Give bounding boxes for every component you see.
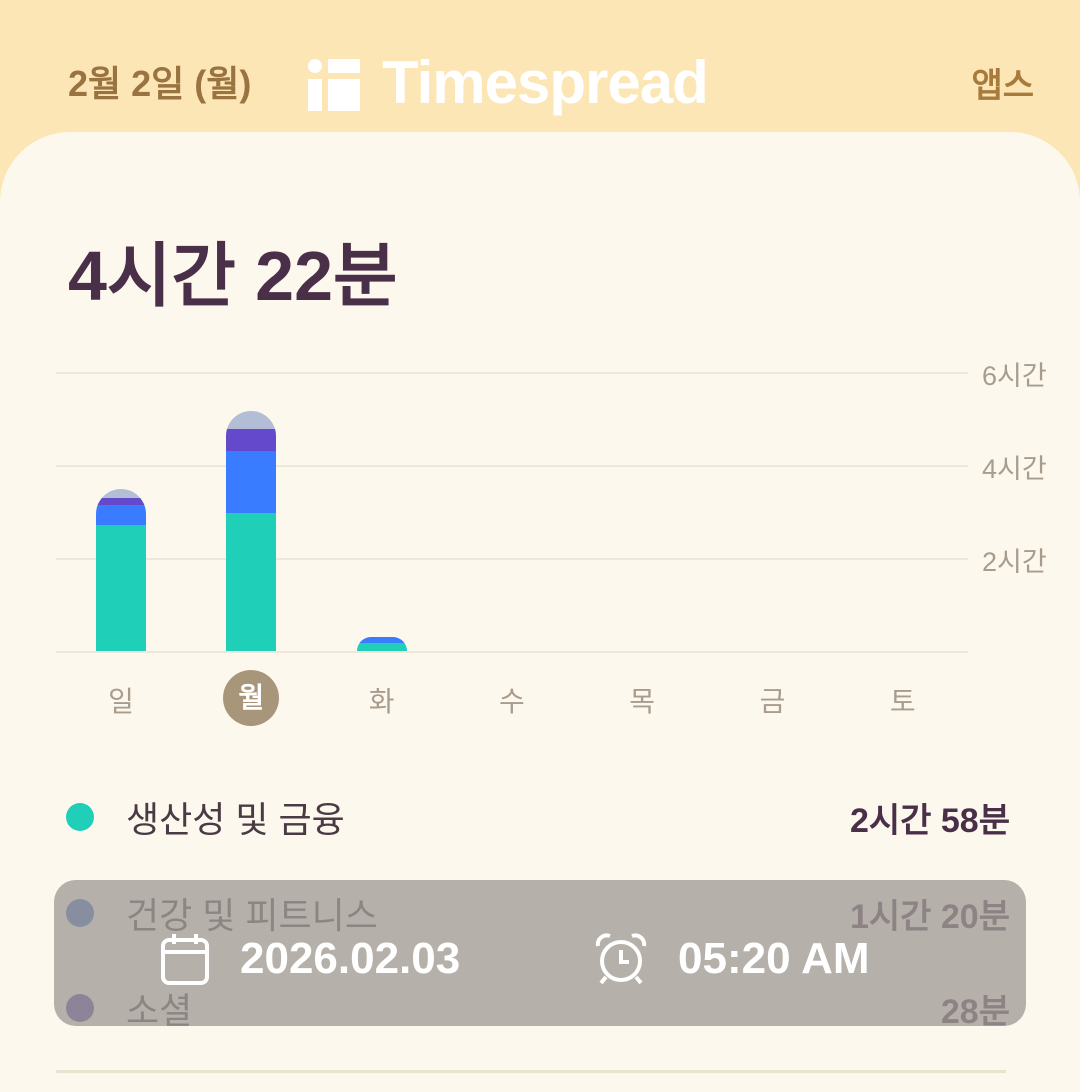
app-logo: Timespread bbox=[308, 48, 709, 117]
bar-0[interactable] bbox=[96, 489, 146, 651]
bar-segment-0 bbox=[96, 524, 146, 651]
gridline bbox=[56, 558, 968, 560]
timestamp-overlay bbox=[54, 880, 1026, 1026]
baseline bbox=[56, 651, 968, 653]
overlay-date: 2026.02.03 bbox=[160, 932, 460, 986]
day-label[interactable]: 토 bbox=[889, 686, 916, 717]
y-tick-label: 2시간 bbox=[982, 547, 1047, 577]
bar-segment-0 bbox=[226, 512, 277, 651]
bar-2[interactable] bbox=[356, 637, 407, 651]
day-label[interactable]: 일 bbox=[108, 686, 134, 717]
day-label[interactable]: 월 bbox=[223, 670, 280, 726]
overlay-date-text: 2026.02.03 bbox=[240, 934, 461, 983]
day-label[interactable]: 수 bbox=[499, 686, 525, 717]
bar-segment-0 bbox=[356, 642, 407, 651]
alarm-clock-icon bbox=[595, 933, 647, 985]
overlay-time: 05:20 AM bbox=[594, 932, 870, 986]
category-time: 2시간 58분 bbox=[849, 801, 1010, 840]
bar-segment-2 bbox=[96, 497, 146, 506]
bar-1[interactable] bbox=[226, 410, 277, 651]
logo-icon bbox=[308, 55, 360, 111]
gridline bbox=[56, 465, 968, 467]
gridline bbox=[56, 372, 968, 374]
day-label[interactable]: 금 bbox=[759, 686, 786, 717]
legend-item[interactable]: 생산성 및 금융 2시간 58분 bbox=[66, 797, 1010, 840]
bar-segment-1 bbox=[96, 504, 146, 526]
header: 2월 2일 (월) Timespread 앱스 bbox=[0, 0, 1080, 150]
category-color-dot bbox=[66, 803, 94, 831]
bar-segment-1 bbox=[226, 450, 277, 513]
overlay-time-text: 05:20 AM bbox=[678, 934, 870, 983]
day-label[interactable]: 목 bbox=[629, 686, 656, 717]
category-name: 생산성 및 금융 bbox=[126, 799, 345, 840]
apps-link[interactable]: 앱스 bbox=[971, 67, 1034, 105]
day-label[interactable]: 화 bbox=[368, 686, 395, 717]
y-tick-label: 4시간 bbox=[982, 454, 1047, 484]
bar-segment-3 bbox=[226, 410, 277, 430]
current-date[interactable]: 2월 2일 (월) bbox=[68, 63, 252, 104]
calendar-icon bbox=[161, 934, 209, 985]
bar-segment-2 bbox=[226, 428, 277, 452]
y-tick-label: 6시간 bbox=[982, 361, 1047, 391]
bar-segment-3 bbox=[96, 489, 146, 499]
divider bbox=[56, 1070, 1006, 1073]
total-time: 4시간 22분 bbox=[68, 237, 398, 315]
bar-segment-1 bbox=[356, 637, 407, 644]
app-name: Timespread bbox=[382, 49, 709, 116]
